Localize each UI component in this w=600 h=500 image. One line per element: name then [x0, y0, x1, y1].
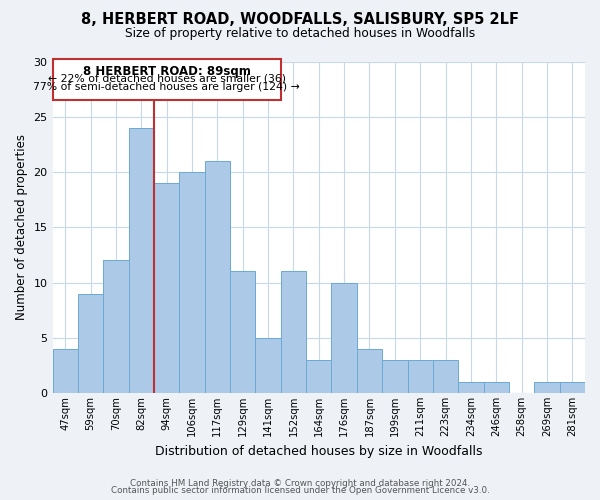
- Bar: [128, 128, 154, 393]
- Text: 77% of semi-detached houses are larger (124) →: 77% of semi-detached houses are larger (…: [33, 82, 300, 92]
- Bar: [179, 172, 205, 393]
- Bar: [53, 349, 78, 393]
- FancyBboxPatch shape: [53, 60, 281, 100]
- Text: Contains HM Land Registry data © Crown copyright and database right 2024.: Contains HM Land Registry data © Crown c…: [130, 478, 470, 488]
- Bar: [78, 294, 103, 393]
- Bar: [560, 382, 585, 393]
- Bar: [484, 382, 509, 393]
- Text: 8 HERBERT ROAD: 89sqm: 8 HERBERT ROAD: 89sqm: [83, 65, 251, 78]
- Bar: [256, 338, 281, 393]
- Bar: [458, 382, 484, 393]
- Bar: [331, 282, 357, 393]
- Y-axis label: Number of detached properties: Number of detached properties: [15, 134, 28, 320]
- Bar: [154, 183, 179, 393]
- Bar: [357, 349, 382, 393]
- X-axis label: Distribution of detached houses by size in Woodfalls: Distribution of detached houses by size …: [155, 444, 482, 458]
- Text: Size of property relative to detached houses in Woodfalls: Size of property relative to detached ho…: [125, 28, 475, 40]
- Bar: [433, 360, 458, 393]
- Text: Contains public sector information licensed under the Open Government Licence v3: Contains public sector information licen…: [110, 486, 490, 495]
- Bar: [230, 272, 256, 393]
- Bar: [281, 272, 306, 393]
- Bar: [407, 360, 433, 393]
- Bar: [306, 360, 331, 393]
- Bar: [534, 382, 560, 393]
- Bar: [103, 260, 128, 393]
- Text: 8, HERBERT ROAD, WOODFALLS, SALISBURY, SP5 2LF: 8, HERBERT ROAD, WOODFALLS, SALISBURY, S…: [81, 12, 519, 28]
- Text: ← 22% of detached houses are smaller (36): ← 22% of detached houses are smaller (36…: [47, 74, 286, 84]
- Bar: [382, 360, 407, 393]
- Bar: [205, 161, 230, 393]
